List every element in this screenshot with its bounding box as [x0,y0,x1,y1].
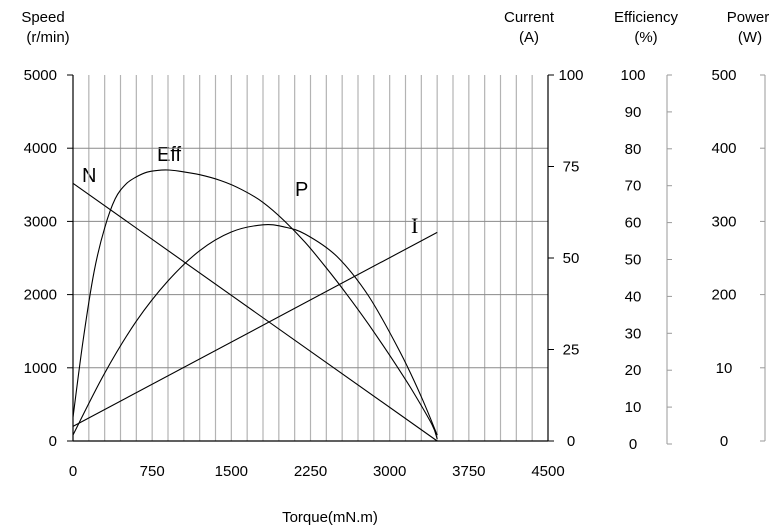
speed-tick-label: 0 [49,433,57,450]
power-tick-label: 500 [711,67,736,84]
power-axis-unit: (W) [738,29,762,46]
x-tick-label: 4500 [531,463,564,480]
x-tick-label: 0 [69,463,77,480]
x-tick-label: 750 [140,463,165,480]
x-tick-label: 3750 [452,463,485,480]
speed-axis-title: Speed [21,9,64,26]
series-line-i [72,231,438,427]
efficiency-tick-label: 50 [625,252,642,269]
current-tick-label: 25 [563,342,580,359]
series-line-n [72,182,438,442]
speed-tick-label: 2000 [24,287,57,304]
power-axis-title: Power [727,9,770,26]
current-tick-label: 100 [558,67,583,84]
efficiency-tick-label: 40 [625,288,642,305]
current-tick-label: 50 [563,250,580,267]
efficiency-tick-label: 0 [629,436,637,453]
series-label-eff: Eff [157,144,182,166]
efficiency-tick-label: 70 [625,178,642,195]
series-line-eff [72,169,438,440]
power-tick-label: 400 [711,140,736,157]
power-tick-label: 300 [711,213,736,230]
efficiency-tick-label: 10 [625,399,642,416]
efficiency-axis-unit: (%) [634,29,657,46]
current-axis-unit: (A) [519,29,539,46]
power-tick-label: 0 [720,433,728,450]
series-lines [72,169,438,442]
speed-axis-unit: (r/min) [26,29,69,46]
power-tick-label: 200 [711,287,736,304]
efficiency-tick-label: 20 [625,362,642,379]
speed-tick-label: 4000 [24,140,57,157]
efficiency-tick-label: 100 [620,67,645,84]
efficiency-tick-label: 90 [625,104,642,121]
series-label-p: P [295,179,308,201]
speed-tick-label: 1000 [24,360,57,377]
efficiency-tick-label: 80 [625,141,642,158]
power-tick-label: 10 [716,360,733,377]
x-axis-title: Torque(mN.m) [282,509,378,526]
x-tick-label: 2250 [294,463,327,480]
current-tick-label: 0 [567,433,575,450]
efficiency-tick-label: 60 [625,215,642,232]
x-tick-label: 1500 [215,463,248,480]
speed-tick-label: 5000 [24,67,57,84]
current-tick-label: 75 [563,159,580,176]
x-tick-label: 3000 [373,463,406,480]
series-line-p [72,223,438,436]
grid [73,75,548,441]
efficiency-tick-label: 30 [625,325,642,342]
speed-tick-label: 3000 [24,213,57,230]
axes [67,74,766,445]
efficiency-axis-title: Efficiency [614,9,678,26]
series-label-i: I [411,213,418,238]
current-axis-title: Current [504,9,555,26]
